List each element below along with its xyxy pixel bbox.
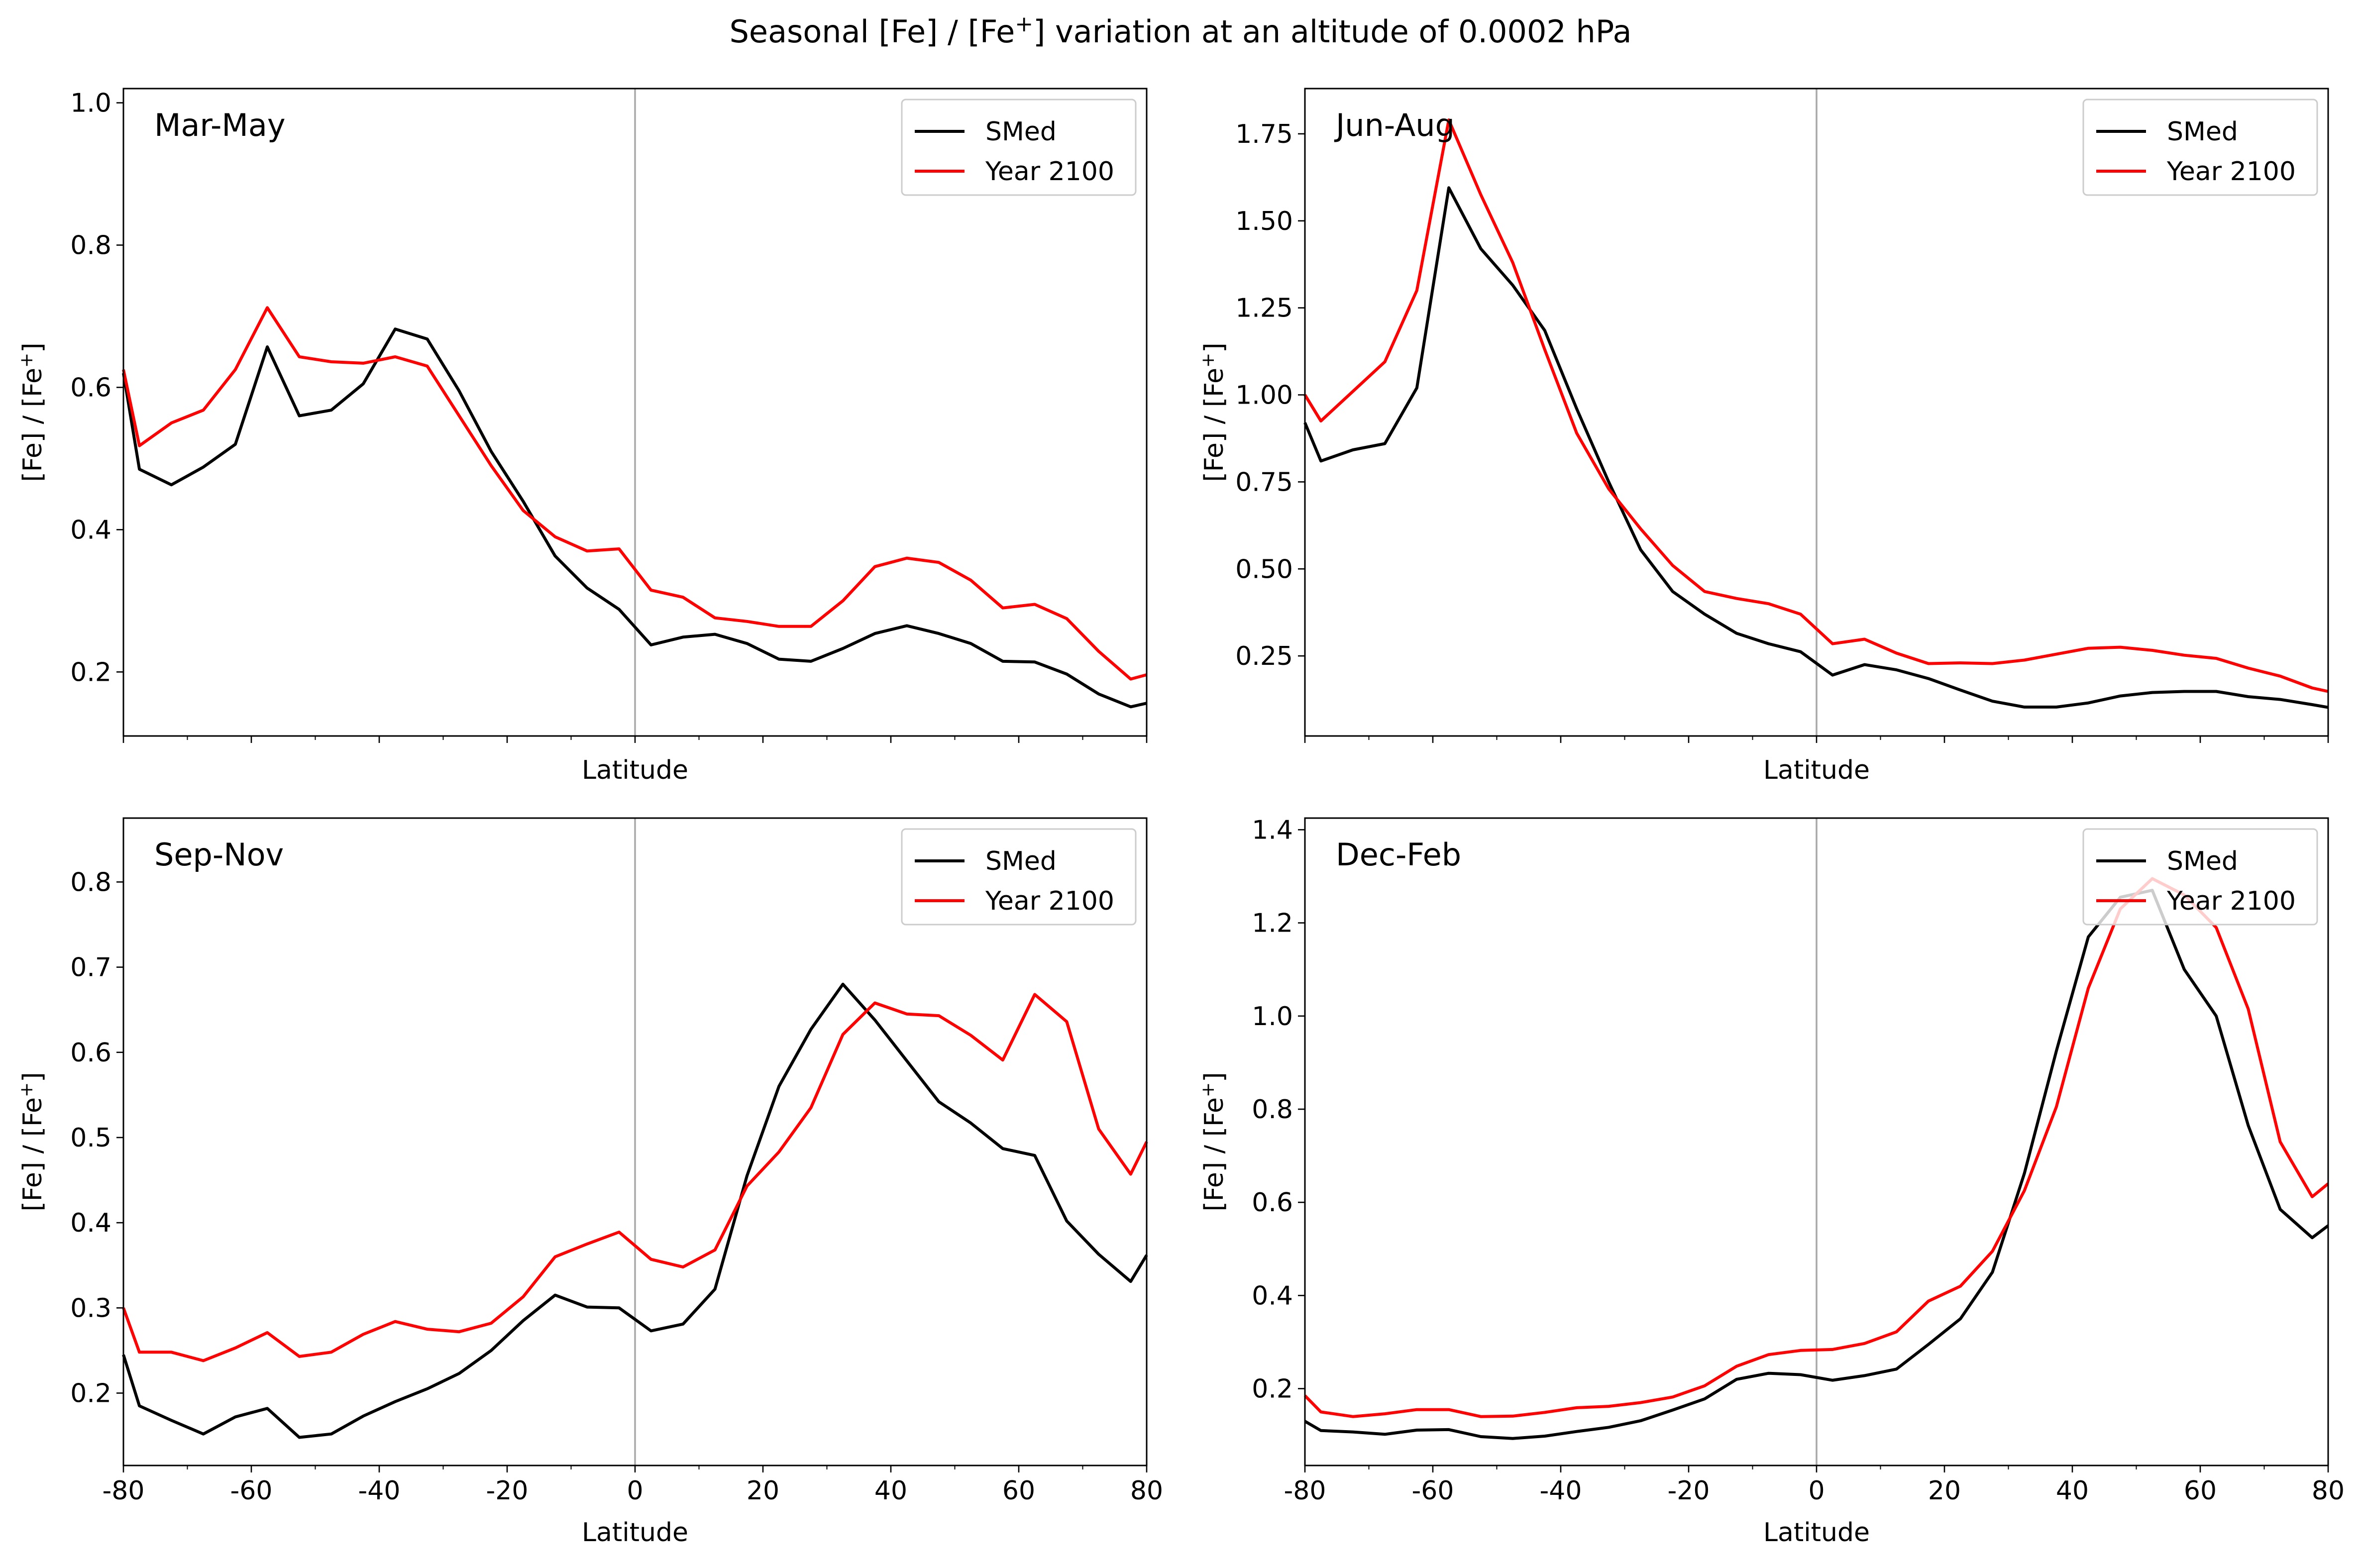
x-tick-label: 80 — [2312, 1476, 2345, 1506]
panel-label: Dec-Feb — [1336, 836, 1461, 873]
legend-entry: SMed — [2167, 117, 2238, 147]
y-axis-label: [Fe] / [Fe+] — [16, 1072, 48, 1211]
panel-label: Mar-May — [154, 107, 286, 143]
y-tick-label: 0.3 — [70, 1293, 111, 1323]
y-tick-label: 0.75 — [1235, 467, 1293, 497]
y-tick-label: 0.4 — [1252, 1281, 1293, 1311]
series-line — [1304, 889, 2329, 1440]
series-line — [1303, 118, 2329, 693]
plot-frame — [122, 88, 1148, 737]
series-line — [122, 993, 1148, 1362]
legend-entry: Year 2100 — [985, 886, 1114, 916]
plot-frame — [1304, 88, 2329, 737]
x-tick-label: -60 — [230, 1476, 273, 1506]
series-line — [122, 982, 1148, 1439]
y-tick-label: 1.2 — [1252, 909, 1293, 939]
panel-label: Jun-Aug — [1334, 107, 1455, 143]
y-tick-label: 1.0 — [70, 89, 111, 118]
y-axis-label: [Fe] / [Fe+] — [1198, 1072, 1229, 1211]
x-tick-label: 40 — [874, 1476, 907, 1506]
legend: SMed Year 2100 — [901, 828, 1137, 926]
y-tick-label: 0.6 — [1252, 1188, 1293, 1218]
y-tick-label: 1.4 — [1252, 815, 1293, 845]
chart-panel: 0.2 0.4 0.6 0.8 1.0 1.2 1.4 -80 -60 -40 -20 0 20 40 60… — [1198, 815, 2345, 1548]
x-tick-label: 0 — [627, 1476, 643, 1506]
x-tick-label: -40 — [358, 1476, 401, 1506]
legend-entry: SMed — [985, 846, 1057, 876]
y-axis-label: [Fe] / [Fe+] — [1198, 342, 1229, 482]
y-tick-label: 0.7 — [70, 953, 111, 983]
chart-panel: 0.25 0.50 0.75 1.00 1.25 1.50 1.75 Jun-Aug Latit… — [1198, 88, 2329, 785]
x-tick-label: 20 — [1928, 1476, 1961, 1506]
x-axis-label: Latitude — [582, 755, 688, 785]
legend-entry: Year 2100 — [985, 157, 1114, 187]
y-tick-label: 0.2 — [70, 657, 111, 687]
y-tick-label: 0.2 — [70, 1378, 111, 1408]
plot-frame — [122, 817, 1148, 1466]
y-tick-label: 1.00 — [1235, 381, 1293, 411]
y-tick-label: 1.0 — [1252, 1002, 1293, 1032]
y-tick-label: 0.6 — [70, 373, 111, 403]
x-tick-label: -40 — [1540, 1476, 1582, 1506]
legend-entry: Year 2100 — [2166, 886, 2296, 916]
x-tick-label: 0 — [1808, 1476, 1824, 1506]
y-axis-label: [Fe] / [Fe+] — [16, 342, 48, 482]
x-tick-label: 40 — [2056, 1476, 2089, 1506]
x-tick-label: -60 — [1412, 1476, 1454, 1506]
plot-frame — [1304, 817, 2329, 1466]
legend: SMed Year 2100 — [901, 99, 1137, 196]
x-tick-label: 60 — [1002, 1476, 1035, 1506]
y-tick-label: 0.8 — [70, 231, 111, 261]
x-axis-label: Latitude — [1763, 1518, 1870, 1548]
y-tick-label: 0.2 — [1252, 1374, 1293, 1404]
y-tick-label: 0.4 — [70, 515, 111, 545]
x-tick-label: -20 — [486, 1476, 529, 1506]
x-tick-label: 20 — [747, 1476, 779, 1506]
x-tick-label: -80 — [1284, 1476, 1326, 1506]
y-tick-label: 1.50 — [1235, 207, 1293, 236]
series-line — [1303, 186, 2329, 709]
chart-panel: 0.2 0.4 0.6 0.8 1.0 Mar-May Latitude [Fe] / [Fe… — [16, 88, 1148, 785]
series-line — [122, 306, 1147, 681]
y-tick-label: 0.25 — [1235, 641, 1293, 671]
figure-title: Seasonal [Fe] / [Fe+] variation at an al… — [730, 11, 1632, 50]
x-tick-label: -20 — [1668, 1476, 1710, 1506]
y-tick-label: 1.25 — [1235, 294, 1293, 323]
x-tick-label: -80 — [103, 1476, 145, 1506]
y-tick-label: 1.75 — [1235, 119, 1293, 149]
x-axis-label: Latitude — [1763, 755, 1870, 785]
y-tick-label: 0.8 — [1252, 1095, 1293, 1125]
x-tick-label: 80 — [1130, 1476, 1163, 1506]
x-tick-label: 60 — [2184, 1476, 2217, 1506]
y-tick-label: 0.4 — [70, 1208, 111, 1238]
legend: SMed Year 2100 — [2082, 99, 2318, 196]
panel-label: Sep-Nov — [154, 836, 284, 873]
legend-entry: Year 2100 — [2166, 157, 2296, 187]
x-axis-label: Latitude — [582, 1518, 688, 1548]
legend: SMed Year 2100 — [2082, 828, 2318, 926]
chart-panel: 0.2 0.3 0.4 0.5 0.6 0.7 0.8 -80 -60 -40 -20 0 20 40 60… — [16, 817, 1163, 1548]
y-tick-label: 0.6 — [70, 1038, 111, 1068]
series-line — [122, 327, 1147, 709]
y-tick-label: 0.8 — [70, 867, 111, 897]
y-tick-label: 0.50 — [1235, 554, 1293, 584]
legend-entry: SMed — [2167, 846, 2238, 876]
legend-entry: SMed — [985, 117, 1057, 147]
y-tick-label: 0.5 — [70, 1123, 111, 1153]
